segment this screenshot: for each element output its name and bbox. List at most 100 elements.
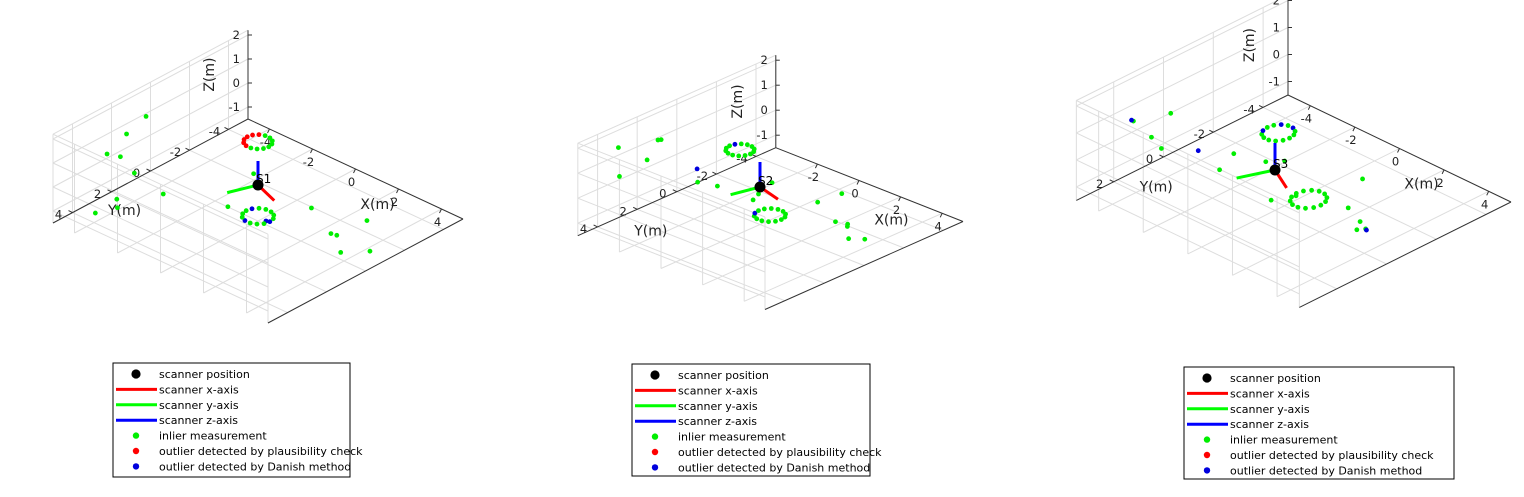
inlier-point bbox=[738, 141, 744, 147]
inlier-point bbox=[262, 133, 268, 139]
inlier-point bbox=[1345, 205, 1351, 211]
x-tick-label: 2 bbox=[1436, 176, 1443, 190]
inlier-point bbox=[261, 146, 266, 151]
inlier-point bbox=[248, 145, 254, 151]
legend-item: outlier detected by Danish method bbox=[1203, 464, 1422, 477]
inlier-point bbox=[92, 210, 98, 216]
inlier-point bbox=[247, 220, 253, 226]
point-ring bbox=[1287, 187, 1330, 211]
inlier-point bbox=[616, 145, 621, 151]
inlier-point bbox=[364, 218, 370, 224]
grid-line bbox=[577, 197, 766, 273]
grid-line bbox=[577, 134, 777, 224]
grid-line bbox=[1163, 156, 1387, 265]
x-tick bbox=[856, 180, 860, 185]
legend-label: scanner y-axis bbox=[159, 399, 239, 412]
y-axis-line bbox=[1299, 201, 1512, 308]
x-tick bbox=[814, 163, 818, 169]
inlier-point bbox=[1309, 187, 1315, 193]
legend-label: scanner y-axis bbox=[678, 400, 758, 413]
legend-marker-swatch bbox=[132, 463, 140, 470]
grid-line bbox=[1076, 132, 1300, 241]
inlier-point bbox=[1291, 132, 1297, 138]
z-tick-label: -1 bbox=[1269, 75, 1280, 89]
grid-line bbox=[577, 84, 777, 174]
y-tick-label: 2 bbox=[1096, 177, 1103, 191]
y-tick bbox=[1258, 104, 1264, 108]
inlier-point bbox=[1231, 151, 1237, 157]
grid-line bbox=[52, 34, 249, 140]
x-tick bbox=[396, 188, 399, 194]
legend-item: scanner x-axis bbox=[116, 383, 239, 396]
inlier-point bbox=[1295, 204, 1301, 210]
grid-line bbox=[637, 208, 825, 284]
outlier-point bbox=[244, 134, 250, 140]
y-tick bbox=[185, 147, 190, 151]
x-axis-label: X(m) bbox=[874, 213, 908, 229]
scanner-position bbox=[252, 179, 264, 191]
grid-lines bbox=[52, 29, 444, 323]
legend-marker-swatch bbox=[131, 369, 141, 379]
inlier-point bbox=[367, 248, 373, 254]
inlier-point bbox=[1287, 198, 1293, 204]
legend-label: outlier detected by Danish method bbox=[159, 460, 351, 473]
inlier-point bbox=[243, 208, 249, 214]
outlier-point bbox=[1364, 227, 1369, 233]
legend-label: scanner y-axis bbox=[1230, 403, 1310, 416]
grid-line bbox=[597, 226, 785, 302]
inlier-point bbox=[658, 137, 664, 143]
inlier-point bbox=[1311, 205, 1317, 210]
x-axis-line bbox=[775, 147, 964, 222]
y-tick-label: -2 bbox=[697, 169, 708, 183]
x-tick-label: -4 bbox=[260, 135, 271, 149]
grid-line bbox=[52, 138, 269, 240]
grid-line bbox=[52, 162, 269, 264]
inlier-point bbox=[1293, 191, 1299, 196]
grid-line bbox=[676, 191, 865, 266]
grid-line bbox=[577, 142, 766, 218]
measurement-points bbox=[616, 137, 868, 242]
inlier-point bbox=[1266, 137, 1272, 143]
x-tick bbox=[1307, 105, 1311, 110]
grid-line bbox=[72, 212, 288, 314]
grid-line bbox=[1076, 100, 1300, 208]
inlier-point bbox=[727, 143, 732, 149]
legend-marker-swatch bbox=[1203, 451, 1211, 459]
subplot-s1: -4-2024-4-2024-1012X(m)Y(m)Z(m)S1scanner… bbox=[0, 0, 508, 493]
scanner-label: S2 bbox=[758, 174, 773, 188]
inlier-point bbox=[1159, 146, 1164, 151]
z-tick-label: 1 bbox=[760, 78, 767, 92]
inlier-point bbox=[266, 144, 272, 150]
grid-line bbox=[716, 173, 904, 249]
inlier-point bbox=[1324, 195, 1330, 201]
inlier-point bbox=[744, 142, 750, 148]
inlier-point bbox=[334, 232, 340, 238]
inlier-point bbox=[1263, 159, 1269, 165]
y-tick-label: 2 bbox=[94, 187, 101, 201]
legend-marker-swatch bbox=[651, 433, 659, 440]
inlier-point bbox=[268, 209, 274, 215]
inlier-point bbox=[782, 214, 788, 220]
x-tick-label: 4 bbox=[1481, 197, 1488, 211]
legend-label: scanner x-axis bbox=[1230, 387, 1310, 400]
scanner-label: S1 bbox=[256, 172, 271, 186]
inlier-point bbox=[1268, 197, 1274, 203]
inlier-point bbox=[1289, 194, 1294, 200]
grid-line bbox=[1076, 0, 1289, 107]
subplot-s3: -4 -2 0 2 4 -4 -2 0 2 -1 0 1 2 X(m) Y(m) Z(m) S3 scanner … bbox=[1016, 0, 1524, 493]
grid-line bbox=[52, 106, 249, 212]
z-axis-label: Z(m) bbox=[730, 84, 746, 118]
grid-line bbox=[1076, 54, 1289, 161]
legend-label: inlier measurement bbox=[678, 431, 786, 444]
inlier-point bbox=[1280, 137, 1286, 143]
inlier-point bbox=[261, 221, 267, 227]
y-tick bbox=[107, 189, 112, 193]
legend-item: inlier measurement bbox=[651, 431, 786, 444]
inlier-point bbox=[1287, 135, 1292, 141]
y-axis-line bbox=[764, 221, 964, 310]
legend-item: scanner x-axis bbox=[1187, 387, 1310, 400]
x-tick-label: 0 bbox=[851, 187, 858, 201]
legend-item: scanner position bbox=[650, 369, 769, 382]
